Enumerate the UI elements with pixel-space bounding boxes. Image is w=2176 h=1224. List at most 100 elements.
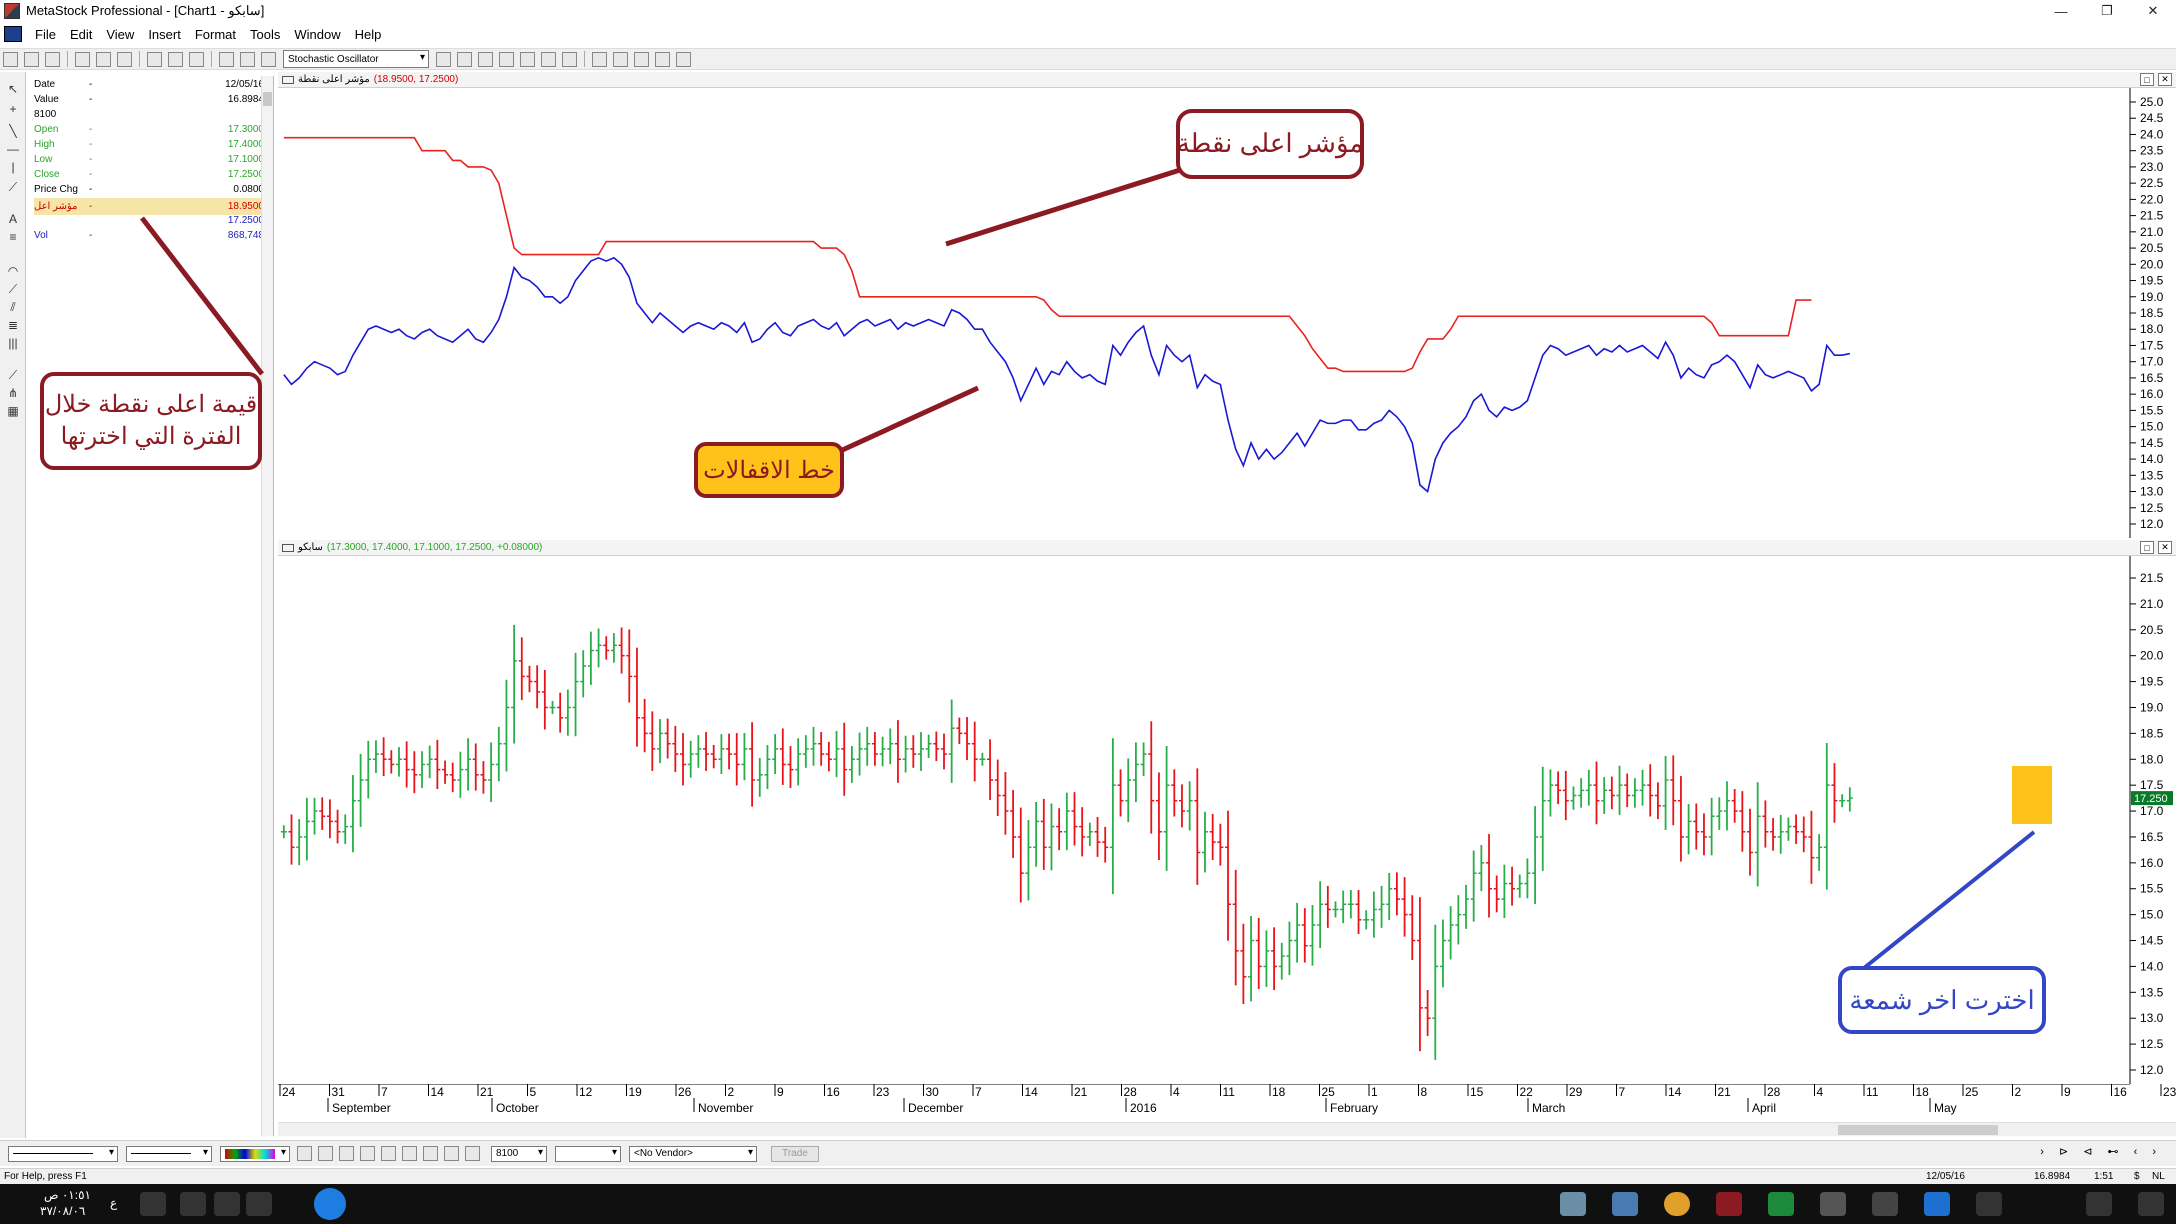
taskbar-app-icon[interactable] [1612,1192,1638,1216]
keyboard-icon[interactable] [140,1192,166,1216]
chrome-icon[interactable] [1664,1192,1690,1216]
zoom-icon[interactable] [261,51,276,67]
metastock-taskbar-icon[interactable] [1716,1192,1742,1216]
file-explorer-icon[interactable] [1976,1192,2002,1216]
chart-style-icon[interactable] [297,1146,312,1161]
maximize-pane-icon[interactable]: □ [2140,541,2154,554]
chart-style-icon[interactable] [360,1146,375,1161]
amazon-icon[interactable] [1820,1192,1846,1216]
menu-help[interactable]: Help [354,26,382,42]
restore-icon[interactable]: ❐ [2101,3,2113,18]
color-select[interactable] [220,1145,290,1162]
pointer-icon[interactable]: ↖ [7,82,19,96]
arc-icon[interactable]: ◠ [7,264,19,278]
paste-icon[interactable] [189,51,204,67]
menu-insert[interactable]: Insert [148,26,181,42]
chart-style-icon[interactable] [381,1146,396,1161]
binoculars-icon[interactable] [541,51,556,67]
text-tool-icon[interactable]: A [8,212,17,226]
search-icon[interactable] [2086,1192,2112,1216]
crosshair-tool-icon[interactable]: + [9,102,17,116]
store-icon[interactable] [1872,1192,1898,1216]
menu-file[interactable]: File [35,26,56,42]
fan-icon[interactable]: ⟋ [8,282,18,296]
layout-4-icon[interactable] [655,51,670,67]
system-tester-icon[interactable] [520,51,535,67]
layout-5-icon[interactable] [676,51,691,67]
chart-style-icon[interactable] [402,1146,417,1161]
chart-horizontal-scrollbar[interactable] [278,1122,2176,1136]
menu-view[interactable]: View [106,26,135,42]
trade-button[interactable]: Trade [771,1145,819,1162]
indicator-select[interactable]: Stochastic Oscillator [283,50,429,68]
periodicity-select[interactable] [555,1145,621,1162]
formula-icon[interactable] [478,51,493,67]
document-icon[interactable] [4,26,22,42]
find-icon[interactable] [117,51,132,67]
new-file-icon[interactable] [3,51,18,67]
copy-icon[interactable] [168,51,183,67]
print-preview-icon[interactable] [96,51,111,67]
menu-format[interactable]: Format [194,26,236,42]
chart-style-icon[interactable] [318,1146,333,1161]
grid-tool-icon[interactable]: ▦ [7,404,19,418]
menu-window[interactable]: Window [294,26,341,42]
edge-icon[interactable] [1924,1192,1950,1216]
close-icon[interactable]: ✕ [2147,3,2159,18]
tripadvisor-icon[interactable] [1768,1192,1794,1216]
chart-style-icon[interactable] [423,1146,438,1161]
speed-lines-icon[interactable]: ⟋ [8,180,18,194]
price-bar [1386,872,1393,921]
volume-icon[interactable] [214,1192,240,1216]
menu-edit[interactable]: Edit [69,26,93,42]
fibonacci-icon[interactable]: ≡ [9,230,17,244]
minimize-icon[interactable]: — [2054,3,2068,19]
layout-2-icon[interactable] [613,51,628,67]
vendor-select[interactable]: <No Vendor> [629,1145,757,1162]
battery-icon[interactable] [180,1192,206,1216]
explorer-icon[interactable] [499,51,514,67]
scrollbar-thumb[interactable] [1838,1125,1998,1135]
indicator-chart[interactable]: 25.0 24.5 24.0 23.5 23.0 22.5 22.0 21.5 21.0 20.5… [278,88,2176,538]
save-icon[interactable] [45,51,60,67]
indicator-builder-icon[interactable] [436,51,451,67]
chart-style-icon[interactable] [444,1146,459,1161]
context-help-icon[interactable] [562,51,577,67]
price-chart[interactable]: 21.5 21.0 20.5 20.0 19.5 19.0 18.5 18.0 17.5 17.0… [278,556,2176,1084]
line-weight-select[interactable] [126,1145,212,1162]
chart-style-icon[interactable] [339,1146,354,1161]
line-style-select[interactable] [8,1145,118,1162]
cycle-lines-icon[interactable]: ||| [8,336,18,350]
channel-icon[interactable]: ⫽ [10,300,16,314]
trendline-icon[interactable]: ╲ [9,124,17,138]
expert-advisor-icon[interactable] [457,51,472,67]
scroll-controls[interactable]: › ⊳ ⊲ ⊷ ‹ › [2040,1146,2162,1158]
help-tips-icon[interactable] [314,1188,346,1220]
chart-style-icon[interactable] [465,1146,480,1161]
taskbar-app-icon[interactable] [1560,1192,1586,1216]
retracement-icon[interactable]: ≣ [7,318,19,332]
regression-icon[interactable]: ⟋ [8,368,18,382]
taskbar-language[interactable]: ع [110,1196,118,1210]
print-icon[interactable] [75,51,90,67]
data-row-high-indicator[interactable]: مؤشر اعل -18.9500 [34,198,270,215]
layout-3-icon[interactable] [634,51,649,67]
horizontal-line-icon[interactable]: — [7,142,19,156]
windows-start-icon[interactable] [2138,1192,2164,1216]
menu-tools[interactable]: Tools [250,26,281,42]
close-pane-icon[interactable]: ✕ [2158,541,2172,554]
cut-icon[interactable] [147,51,162,67]
symbol-field[interactable]: 8100 [491,1145,547,1162]
close-pane-icon[interactable]: ✕ [2158,73,2172,86]
andrews-pitchfork-icon[interactable]: ⋔ [7,386,19,400]
y-tick-label: 15.5 [2140,403,2164,417]
scrollbar-thumb[interactable] [263,92,272,106]
maximize-pane-icon[interactable]: □ [2140,73,2154,86]
vertical-line-icon[interactable]: | [11,160,15,174]
undo-icon[interactable] [219,51,234,67]
wifi-icon[interactable] [246,1192,272,1216]
data-window-scrollbar[interactable] [261,76,273,1136]
open-folder-icon[interactable] [24,51,39,67]
layout-1-icon[interactable] [592,51,607,67]
crosshair-icon[interactable] [240,51,255,67]
